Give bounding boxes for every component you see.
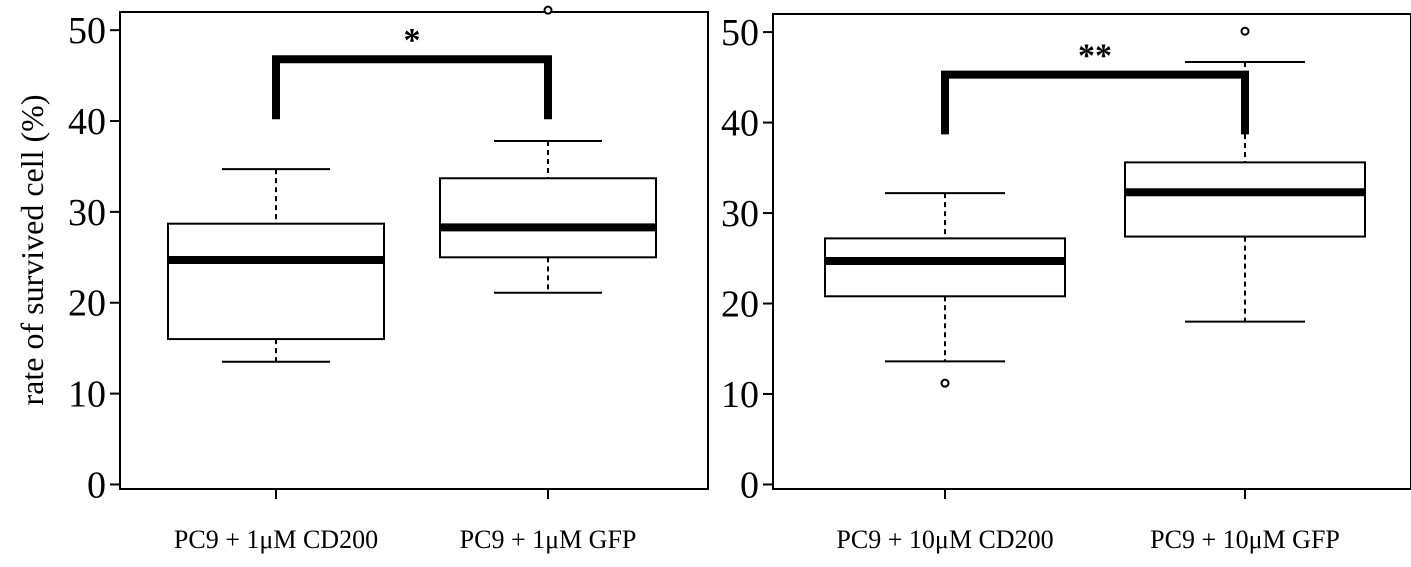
x-category-label: PC9 + 10μM GFP: [1150, 525, 1340, 554]
significance-bracket: [272, 55, 552, 120]
box-0: [167, 168, 385, 363]
y-tick-label: 50: [721, 12, 759, 54]
y-tick-label: 10: [721, 374, 759, 416]
y-tick-label: 20: [721, 284, 759, 326]
box-0: [824, 192, 1066, 388]
panel-1uM: 0 10 20 30 40 50 PC9 + 1μM CD200 PC9 + 1μM GFP *: [68, 5, 709, 554]
y-tick-label: 0: [740, 464, 759, 506]
plot-frame: [119, 11, 709, 490]
plot-frame: [772, 13, 1411, 490]
y-tick-label: 20: [68, 283, 106, 325]
y-tick-label: 30: [68, 192, 106, 234]
significance-bracket: [941, 70, 1249, 135]
outlier-point: [543, 5, 553, 15]
y-axis-label: rate of survived cell (%): [14, 95, 50, 406]
box-1: [439, 5, 657, 294]
x-category-label: PC9 + 1μM GFP: [460, 525, 637, 554]
x-category-label: PC9 + 1μM CD200: [174, 525, 378, 554]
y-tick-label: 50: [68, 10, 106, 52]
x-category-label: PC9 + 10μM CD200: [836, 525, 1053, 554]
y-tick-label: 10: [68, 374, 106, 416]
significance-marker: **: [1078, 38, 1112, 75]
iqr-box: [824, 237, 1066, 298]
iqr-box: [439, 177, 657, 259]
box-1: [1124, 26, 1366, 323]
outlier-point: [940, 378, 950, 388]
y-tick-label: 40: [721, 103, 759, 145]
panel-10uM: 0 10 20 30 40 50 PC9 + 10μM CD200 PC9 + 10μM GF…: [721, 12, 1411, 554]
outlier-point: [1240, 26, 1250, 36]
iqr-box: [167, 222, 385, 341]
y-tick-label: 0: [87, 464, 106, 506]
iqr-box: [1124, 161, 1366, 238]
y-tick-label: 30: [721, 193, 759, 235]
significance-marker: *: [404, 22, 421, 59]
y-tick-label: 40: [68, 101, 106, 143]
